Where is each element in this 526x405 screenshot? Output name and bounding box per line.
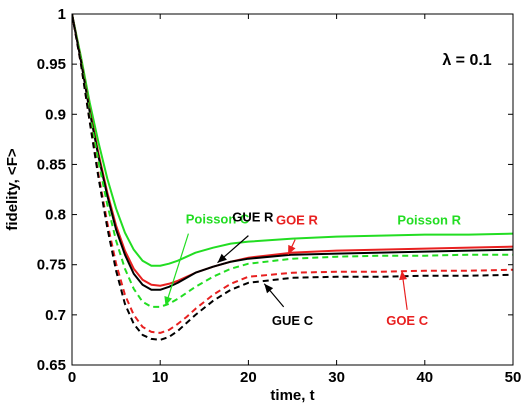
annotation-label-poisson-r: Poisson R bbox=[397, 213, 461, 228]
x-tick-label: 20 bbox=[240, 369, 257, 386]
y-tick-label: 0.7 bbox=[45, 307, 66, 324]
plot-background bbox=[72, 14, 513, 365]
annotation-arrowhead-goe-r bbox=[288, 244, 296, 255]
annotation-label-gue-r: GUE R bbox=[232, 210, 274, 225]
series-line-poisson-r bbox=[72, 14, 513, 267]
annotation-arrow-poisson-c bbox=[164, 233, 189, 307]
y-tick-label: 0.65 bbox=[37, 357, 66, 374]
y-tick-label: 0.85 bbox=[37, 156, 66, 173]
annotation-arrowhead-goe-c bbox=[399, 270, 408, 281]
x-tick-label: 40 bbox=[416, 369, 433, 386]
annotation-arrowhead-gue-r bbox=[217, 253, 227, 263]
y-tick-label: 1 bbox=[58, 6, 66, 23]
x-axis-label: time, t bbox=[270, 387, 314, 404]
x-tick-label: 50 bbox=[505, 369, 522, 386]
series-line-poisson-c bbox=[72, 14, 513, 308]
x-tick-label: 10 bbox=[152, 369, 169, 386]
y-tick-label: 0.9 bbox=[45, 106, 66, 123]
y-axis-label: fidelity, <F> bbox=[4, 148, 21, 230]
y-tick-label: 0.8 bbox=[45, 207, 66, 224]
series-line-gue-c bbox=[72, 14, 513, 341]
plot-frame bbox=[71, 13, 514, 366]
y-tick-label: 0.95 bbox=[37, 56, 66, 73]
annotation-arrowhead-gue-c bbox=[264, 283, 274, 294]
series-line-gue-r bbox=[72, 14, 513, 291]
lambda-parameter-label: λ = 0.1 bbox=[442, 52, 491, 69]
y-tick-label: 0.75 bbox=[37, 257, 66, 274]
x-tick-label: 30 bbox=[328, 369, 345, 386]
annotation-label-poisson-c: Poisson C bbox=[186, 212, 250, 227]
x-tick-label: 0 bbox=[68, 369, 76, 386]
annotation-label-goe-c: GOE C bbox=[386, 313, 429, 328]
annotation-label-goe-r: GOE R bbox=[276, 213, 319, 228]
annotation-label-gue-c: GUE C bbox=[272, 313, 314, 328]
annotation-arrowhead-poisson-c bbox=[164, 296, 173, 306]
